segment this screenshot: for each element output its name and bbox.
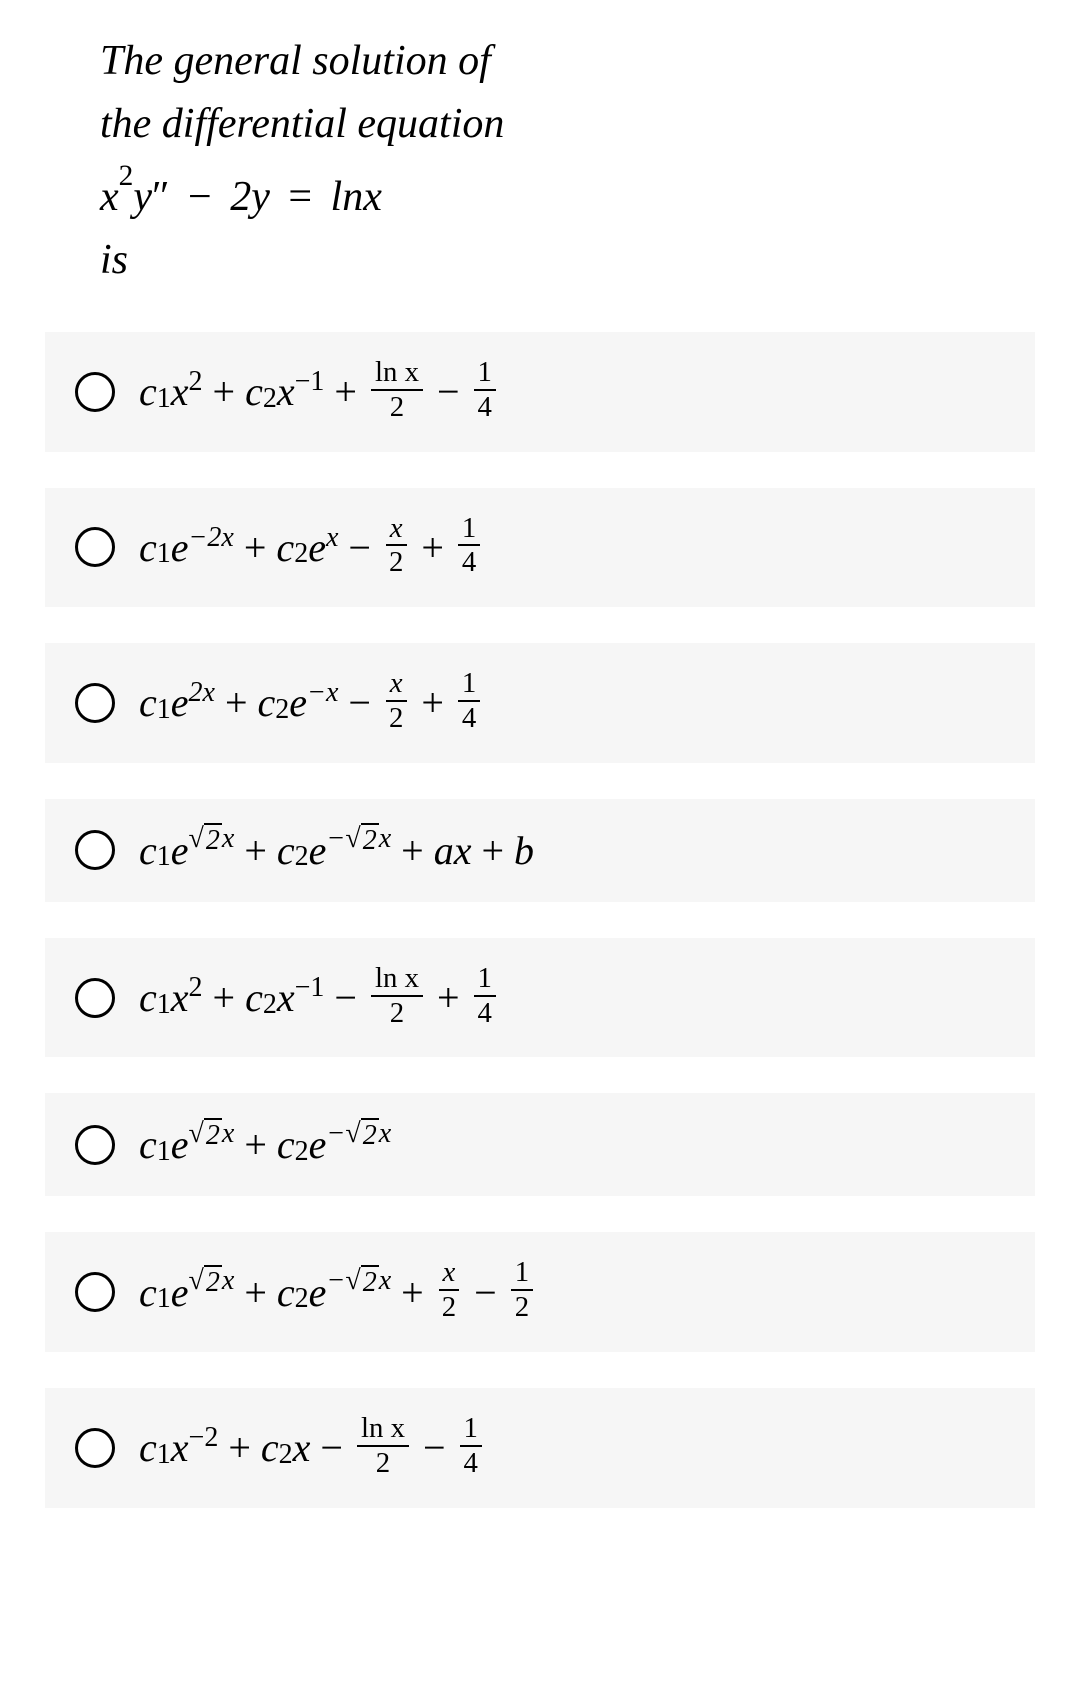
option-8-math: c1x−2 + c2x − ln x2 − 14 (139, 1416, 486, 1480)
radio-icon[interactable] (75, 1272, 115, 1312)
option-7[interactable]: c1e√2x + c2e−√2x + x2 − 12 (45, 1232, 1035, 1352)
option-8[interactable]: c1x−2 + c2x − ln x2 − 14 (45, 1388, 1035, 1508)
option-2[interactable]: c1e−2x + c2ex − x2 + 14 (45, 488, 1035, 608)
option-3-math: c1e2x + c2e−x − x2 + 14 (139, 671, 484, 735)
radio-icon[interactable] (75, 372, 115, 412)
option-6[interactable]: c1e√2x + c2e−√2x (45, 1093, 1035, 1196)
radio-icon[interactable] (75, 830, 115, 870)
question-equation: x2y″ − 2y = lnx (100, 164, 980, 229)
option-1-math: c1x2 + c2x−1 + ln x2 − 14 (139, 360, 500, 424)
options-container: c1x2 + c2x−1 + ln x2 − 14 c1e−2x + c2ex … (0, 332, 1080, 1589)
option-6-math: c1e√2x + c2e−√2x (139, 1121, 391, 1168)
radio-icon[interactable] (75, 978, 115, 1018)
option-5[interactable]: c1x2 + c2x−1 − ln x2 + 14 (45, 938, 1035, 1058)
option-1[interactable]: c1x2 + c2x−1 + ln x2 − 14 (45, 332, 1035, 452)
option-5-math: c1x2 + c2x−1 − ln x2 + 14 (139, 966, 500, 1030)
radio-icon[interactable] (75, 683, 115, 723)
option-2-math: c1e−2x + c2ex − x2 + 14 (139, 516, 484, 580)
question-line-2: the differential equation (100, 93, 980, 156)
option-4-math: c1e√2x + c2e−√2x + ax + b (139, 827, 534, 874)
option-7-math: c1e√2x + c2e−√2x + x2 − 12 (139, 1260, 537, 1324)
option-3[interactable]: c1e2x + c2e−x − x2 + 14 (45, 643, 1035, 763)
radio-icon[interactable] (75, 1125, 115, 1165)
question-prompt: The general solution of the differential… (0, 0, 1080, 332)
option-4[interactable]: c1e√2x + c2e−√2x + ax + b (45, 799, 1035, 902)
question-line-1: The general solution of (100, 30, 980, 93)
radio-icon[interactable] (75, 1428, 115, 1468)
question-line-4: is (100, 229, 980, 292)
radio-icon[interactable] (75, 527, 115, 567)
